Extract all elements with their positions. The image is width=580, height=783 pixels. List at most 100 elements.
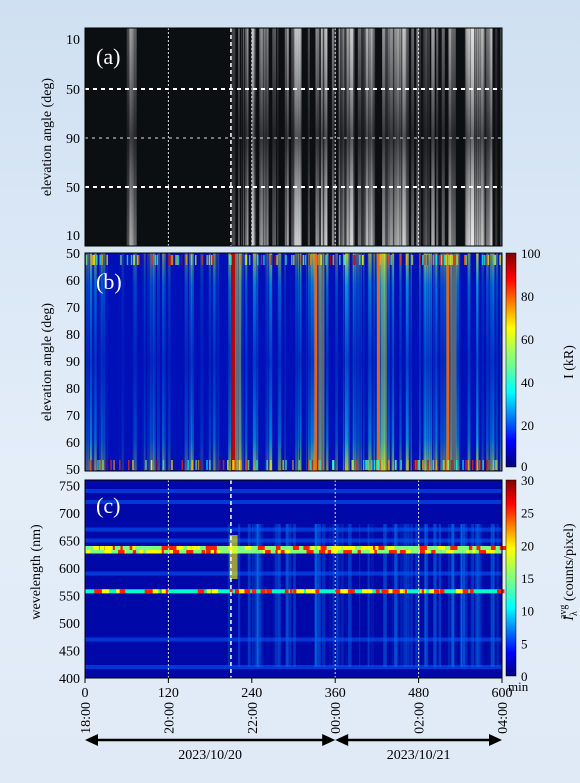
intensity-streak bbox=[369, 253, 373, 471]
line-hotspot bbox=[116, 589, 120, 594]
line-hotspot bbox=[149, 589, 153, 594]
aurora-streak bbox=[480, 28, 482, 246]
speckle bbox=[244, 255, 247, 265]
line-hotspot bbox=[406, 549, 411, 554]
speckle bbox=[97, 460, 99, 470]
aurora-streak bbox=[299, 28, 301, 246]
line-hotspot bbox=[308, 549, 314, 554]
panel-b-cbar-tick: 20 bbox=[521, 418, 534, 433]
speckle bbox=[445, 255, 447, 265]
panel-b-colorbar bbox=[505, 252, 517, 468]
activity-column bbox=[462, 524, 464, 667]
speckle bbox=[266, 460, 268, 470]
speckle bbox=[89, 460, 91, 470]
intensity-streak bbox=[173, 253, 176, 471]
line-hotspot bbox=[286, 549, 291, 554]
activity-column bbox=[257, 524, 262, 667]
speckle bbox=[236, 460, 238, 470]
intensity-streak bbox=[318, 253, 321, 471]
speckle bbox=[356, 460, 358, 470]
aurora-streak bbox=[424, 28, 427, 246]
line-hotspot bbox=[257, 546, 265, 550]
line-hotspot bbox=[348, 546, 355, 550]
speckle bbox=[373, 460, 376, 470]
panel-b-cbar-tick: 40 bbox=[521, 375, 534, 390]
line-hotspot bbox=[260, 589, 266, 594]
intensity-streak bbox=[297, 253, 300, 471]
activity-column bbox=[463, 524, 468, 667]
activity-column bbox=[350, 524, 353, 667]
activity-column bbox=[293, 524, 296, 667]
line-hotspot bbox=[104, 549, 112, 554]
x-tick-time: 20:00 bbox=[162, 702, 177, 734]
panel-a-ytick: 90 bbox=[66, 132, 80, 147]
intensity-streak bbox=[351, 253, 353, 471]
line-hotspot bbox=[374, 549, 377, 554]
speckle bbox=[471, 460, 474, 470]
intensity-streak bbox=[399, 253, 402, 471]
activity-column bbox=[452, 524, 454, 667]
intensity-streak bbox=[440, 253, 442, 471]
panel-b-ytick: 90 bbox=[66, 355, 80, 370]
speckle bbox=[206, 460, 208, 470]
speckle bbox=[308, 255, 311, 265]
speckle bbox=[479, 460, 481, 470]
onset-glow bbox=[229, 535, 238, 579]
panel-c-y-axis-label: wevelength (nm) bbox=[29, 524, 44, 620]
line-hotspot bbox=[200, 589, 205, 594]
speckle bbox=[99, 460, 101, 470]
panel-c-ytick: 650 bbox=[59, 535, 80, 550]
activity-column bbox=[368, 524, 370, 667]
intensity-streak bbox=[213, 253, 216, 471]
panel-c-y-ticks: 400 450 500 550 600 650 700 750 bbox=[59, 480, 80, 688]
x-tick-minutes: 360 bbox=[325, 686, 346, 701]
date-arrow-head bbox=[489, 734, 502, 746]
line-hotspot bbox=[296, 589, 305, 594]
line-hotspot bbox=[205, 546, 210, 550]
intensity-streak bbox=[467, 253, 471, 471]
speckle bbox=[475, 460, 478, 470]
weak-band bbox=[85, 489, 502, 493]
activity-column bbox=[433, 524, 437, 667]
speckle bbox=[302, 255, 305, 265]
aurora-streak bbox=[243, 28, 245, 246]
speckle bbox=[195, 255, 197, 265]
aurora-streak bbox=[427, 28, 430, 246]
panel-c-colorbar-ticks: 0 5 10 15 20 25 30 bbox=[521, 473, 534, 684]
line-hotspot bbox=[472, 549, 476, 554]
speckle bbox=[362, 255, 364, 265]
panel-c-cbar-tick: 0 bbox=[521, 669, 528, 684]
speckle bbox=[411, 255, 413, 265]
panel-c-ytick: 400 bbox=[59, 672, 80, 687]
activity-column bbox=[434, 524, 438, 667]
activity-column bbox=[455, 524, 458, 667]
intensity-streak bbox=[325, 253, 328, 471]
line-hotspot bbox=[334, 546, 341, 550]
aurora-streak bbox=[474, 28, 476, 246]
intensity-streak bbox=[253, 253, 255, 471]
peak-halo bbox=[450, 253, 457, 471]
intensity-streak bbox=[99, 253, 103, 471]
intensity-streak bbox=[352, 253, 356, 471]
speckle bbox=[256, 460, 258, 470]
weak-band bbox=[85, 500, 502, 504]
activity-column bbox=[492, 524, 495, 667]
aurora-streak bbox=[394, 28, 399, 246]
x-axis-unit: min bbox=[508, 679, 529, 694]
emission-line bbox=[85, 549, 502, 554]
activity-column bbox=[317, 524, 321, 667]
panel-c-label: (c) bbox=[96, 493, 120, 518]
aurora-streak bbox=[477, 28, 481, 246]
speckle bbox=[170, 255, 172, 265]
intensity-streak bbox=[345, 253, 347, 471]
speckle bbox=[456, 460, 458, 470]
line-hotspot bbox=[419, 546, 427, 550]
speckle bbox=[449, 255, 452, 265]
aurora-streak bbox=[323, 28, 328, 246]
speckle bbox=[440, 255, 443, 265]
panel-b-intensity-streaks bbox=[85, 253, 502, 471]
aurora-streak bbox=[132, 28, 136, 246]
intensity-streak bbox=[344, 253, 349, 471]
activity-column bbox=[473, 524, 474, 667]
activity-column bbox=[474, 524, 478, 667]
